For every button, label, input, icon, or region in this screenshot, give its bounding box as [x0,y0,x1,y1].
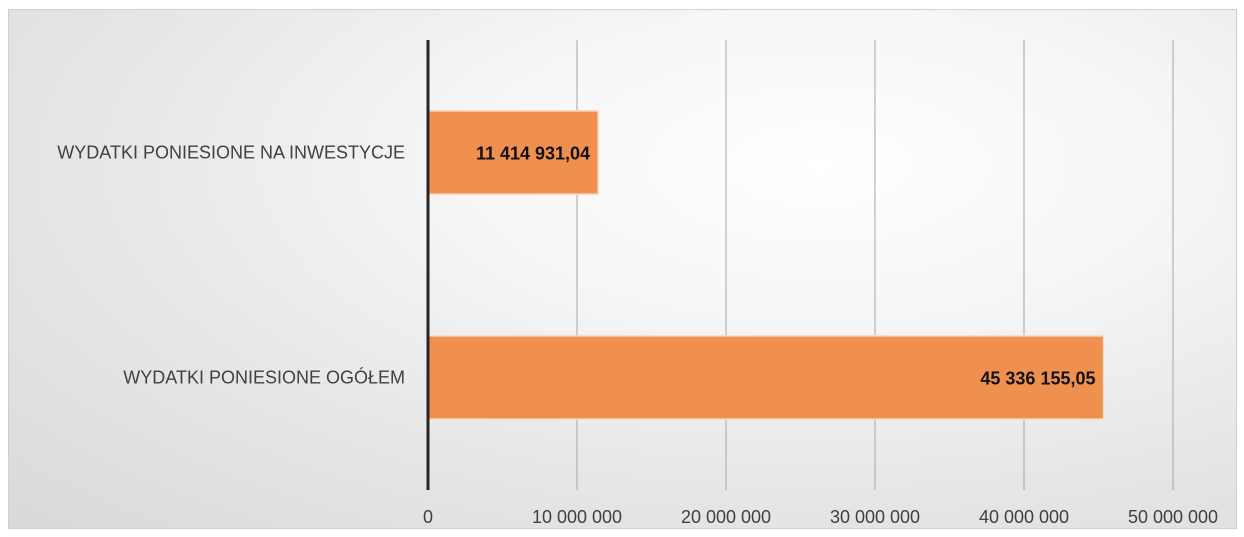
x-tick-label: 40 000 000 [979,507,1069,527]
category-label: WYDATKI PONIESIONE OGÓŁEM [123,367,405,388]
x-tick-label: 50 000 000 [1128,507,1218,527]
x-tick-label: 0 [423,507,433,527]
category-label: WYDATKI PONIESIONE NA INWESTYCJE [57,143,405,163]
bar [427,335,1105,420]
x-tick-label: 20 000 000 [681,507,771,527]
gridlines [576,40,1174,490]
data-label: 11 414 931,04 [476,144,590,164]
chart-area [8,9,1237,529]
labels: 0 10 000 000 20 000 000 30 000 000 40 000 00… [57,143,1218,528]
x-tick-label: 30 000 000 [830,507,920,527]
data-label: 45 336 155,05 [980,369,1095,389]
x-tick-label: 10 000 000 [532,507,622,527]
